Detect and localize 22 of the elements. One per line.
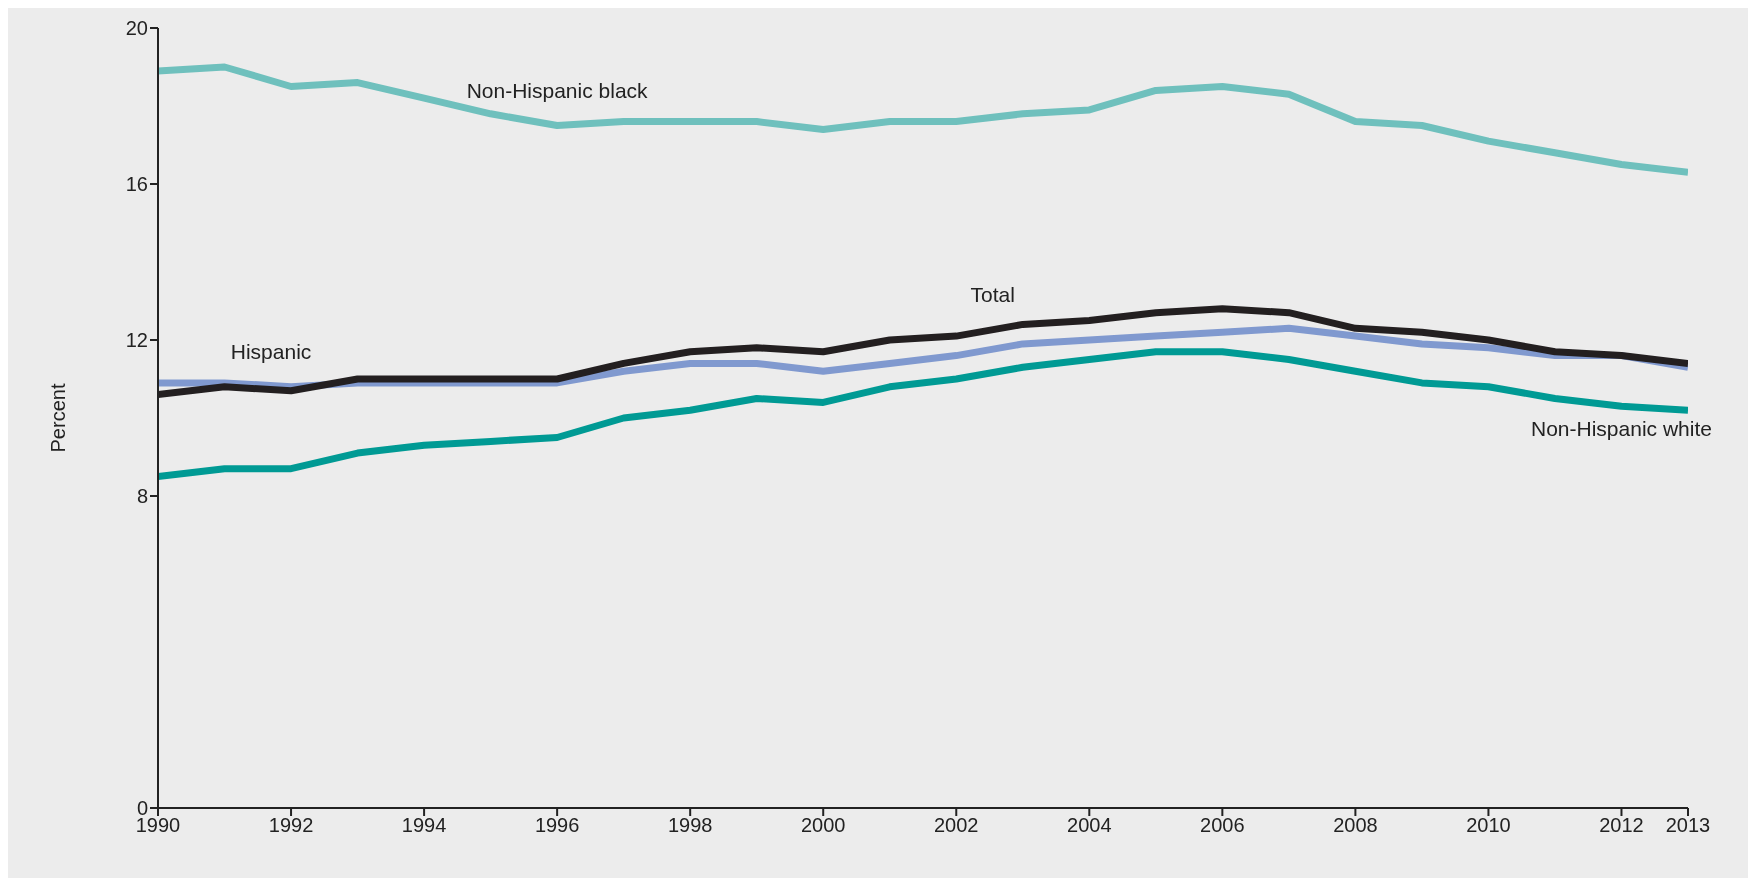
x-tick-label: 2010 — [1466, 814, 1511, 837]
x-tick-label: 1990 — [135, 814, 181, 837]
x-tick-label: 2013 — [1665, 814, 1711, 837]
x-tick-label: 1998 — [667, 814, 713, 837]
y-tick-label: 20 — [125, 17, 148, 40]
x-tick-label: 2008 — [1333, 814, 1378, 837]
x-tick-label: 1994 — [401, 814, 447, 837]
y-axis-title: Percent — [47, 383, 70, 453]
series-label: Hispanic — [230, 339, 312, 363]
series-label: Total — [970, 283, 1015, 307]
x-tick-label: 1992 — [268, 814, 314, 837]
x-tick-label: 2002 — [934, 814, 979, 837]
x-tick-label: 2012 — [1599, 814, 1644, 837]
x-tick-label: 1996 — [534, 814, 580, 837]
series-label: Non-Hispanic black — [466, 78, 649, 102]
series-label: Non-Hispanic white — [1531, 417, 1712, 441]
x-tick-label: 2000 — [800, 814, 846, 837]
y-tick-label: 8 — [136, 485, 148, 508]
y-tick-label: 12 — [125, 329, 148, 352]
x-tick-label: 2006 — [1200, 814, 1245, 837]
y-tick-label: 16 — [125, 173, 148, 196]
x-tick-label: 2004 — [1067, 814, 1112, 837]
